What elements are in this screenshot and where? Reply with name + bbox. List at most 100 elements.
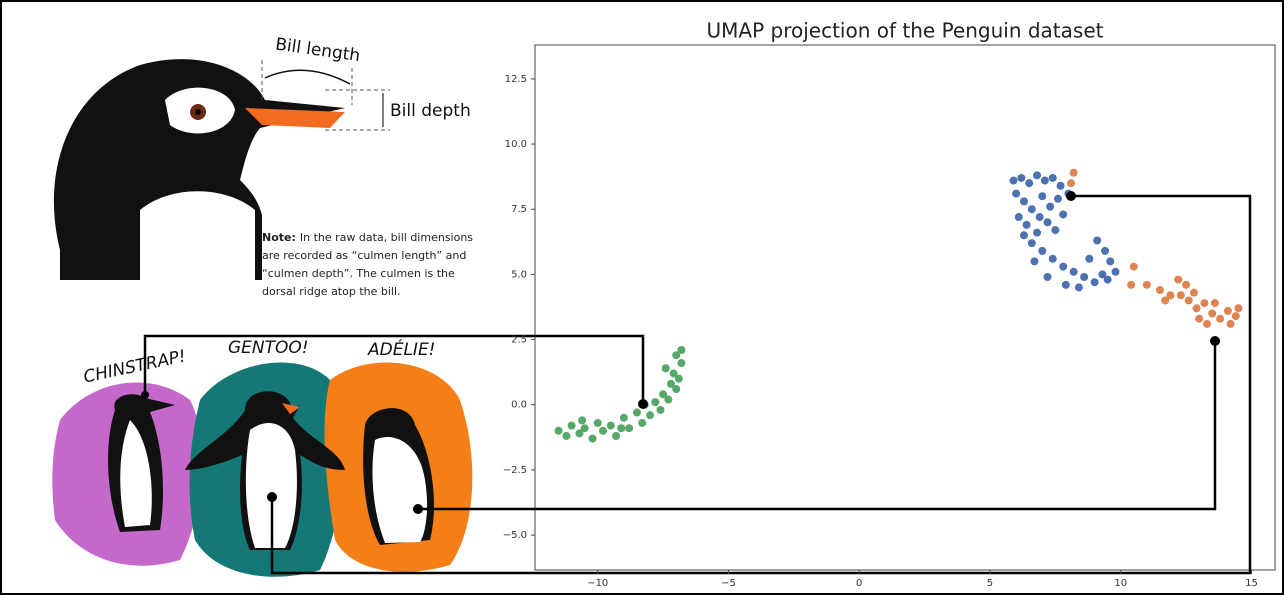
point	[1049, 174, 1057, 182]
species-label: GENTOO!	[228, 338, 309, 358]
x-tick-label: 5	[987, 578, 993, 589]
note-text: “culmen depth”. The culmen is the	[262, 267, 455, 280]
point	[1023, 221, 1031, 229]
point	[1211, 299, 1219, 307]
point	[1195, 315, 1203, 323]
point	[638, 419, 646, 427]
point	[1070, 169, 1078, 177]
point	[646, 411, 654, 419]
point	[1057, 182, 1065, 190]
point	[1080, 273, 1088, 281]
note-text: dorsal ridge atop the bill.	[262, 285, 401, 298]
point	[657, 406, 665, 414]
point	[1033, 171, 1041, 179]
point	[1190, 289, 1198, 297]
point	[620, 414, 628, 422]
point	[589, 435, 597, 443]
point	[1106, 257, 1114, 265]
point	[677, 359, 685, 367]
point	[1044, 273, 1052, 281]
point	[1041, 177, 1049, 185]
point	[633, 409, 641, 417]
point	[1020, 197, 1028, 205]
y-tick-label: 7.5	[511, 204, 527, 215]
point	[1093, 237, 1101, 245]
point	[578, 416, 586, 424]
point	[1156, 286, 1164, 294]
x-tick-label: 10	[1114, 578, 1127, 589]
note-text: In the raw data, bill dimensions	[300, 231, 473, 244]
point	[1232, 312, 1240, 320]
point	[1075, 283, 1083, 291]
y-tick-label: −5.0	[503, 530, 527, 541]
point	[1046, 203, 1054, 211]
point	[672, 385, 680, 393]
point	[1062, 281, 1070, 289]
point	[1216, 315, 1224, 323]
note-line: Note: In the raw data, bill dimensions	[262, 231, 473, 244]
point	[1067, 179, 1075, 187]
point	[1028, 239, 1036, 247]
chart-title: UMAP projection of the Penguin dataset	[707, 19, 1104, 43]
note-label: Note:	[262, 231, 296, 244]
x-tick-label: 0	[856, 578, 862, 589]
point	[1020, 231, 1028, 239]
point	[1177, 291, 1185, 299]
point	[1193, 304, 1201, 312]
point	[1049, 255, 1057, 263]
point	[1017, 174, 1025, 182]
point	[1070, 268, 1078, 276]
point	[1010, 177, 1018, 185]
point	[1200, 299, 1208, 307]
point	[607, 422, 615, 430]
point	[562, 432, 570, 440]
point	[1185, 296, 1193, 304]
point	[1033, 229, 1041, 237]
y-tick-label: 2.5	[511, 335, 527, 346]
bill-depth-label: Bill depth	[390, 101, 471, 121]
point	[1227, 320, 1235, 328]
point	[568, 422, 576, 430]
point	[594, 419, 602, 427]
point	[1054, 195, 1062, 203]
point	[555, 427, 563, 435]
penguins	[52, 363, 472, 577]
figure: Bill length Bill depth Note:In the raw d…	[0, 0, 1284, 595]
point	[612, 432, 620, 440]
y-tick-label: 5.0	[511, 269, 527, 280]
point	[1224, 307, 1232, 315]
point	[1182, 281, 1190, 289]
point	[1130, 263, 1138, 271]
point	[625, 424, 633, 432]
point	[1101, 247, 1109, 255]
y-tick-label: 10.0	[505, 139, 527, 150]
point	[581, 424, 589, 432]
point	[1044, 218, 1052, 226]
point	[1012, 190, 1020, 198]
point	[1161, 296, 1169, 304]
point	[599, 427, 607, 435]
y-tick-label: 0.0	[511, 400, 527, 411]
point	[1234, 304, 1242, 312]
point	[1127, 281, 1135, 289]
point	[1030, 257, 1038, 265]
point	[1036, 213, 1044, 221]
x-tick-label: −10	[587, 578, 608, 589]
x-tick-label: −5	[721, 578, 736, 589]
point	[677, 346, 685, 354]
point	[675, 375, 683, 383]
point	[651, 398, 659, 406]
point	[662, 364, 670, 372]
point	[1143, 281, 1151, 289]
point	[1203, 320, 1211, 328]
point	[617, 424, 625, 432]
point	[1025, 179, 1033, 187]
x-tick-label: 15	[1245, 578, 1258, 589]
species-label: ADÉLIE!	[367, 338, 436, 360]
point	[1174, 276, 1182, 284]
point	[1028, 205, 1036, 213]
point	[1111, 268, 1119, 276]
y-tick-label: −2.5	[503, 465, 527, 476]
point	[1015, 213, 1023, 221]
point	[1051, 226, 1059, 234]
